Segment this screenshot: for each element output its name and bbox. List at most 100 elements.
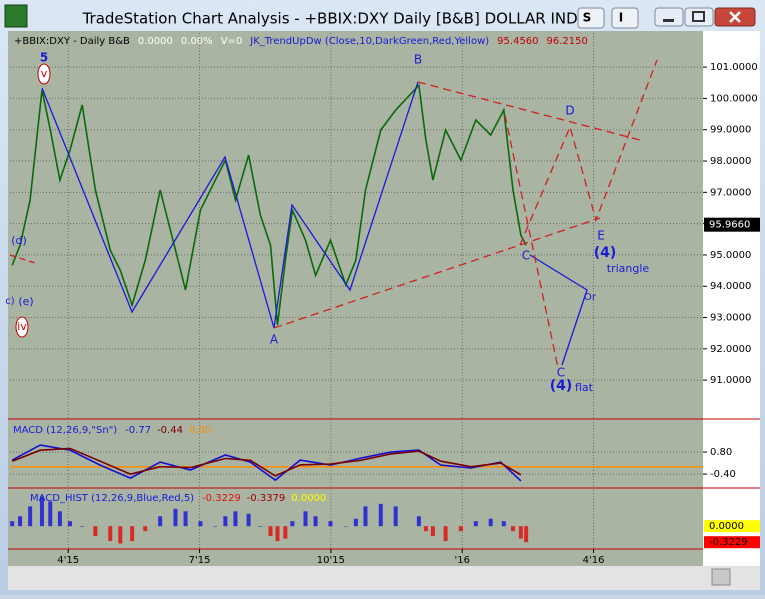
wave-projection: [519, 59, 658, 246]
hist-bar: [303, 511, 308, 527]
readout: 0.00: [189, 425, 211, 436]
wave-label: (e): [18, 295, 33, 308]
x-tick-label: '16: [454, 555, 469, 566]
hist-bar: [363, 506, 368, 527]
y-tick-label: 95.0000: [710, 250, 751, 261]
pane-title: MACD_HIST (12,26,9,Blue,Red,5): [30, 493, 194, 504]
hist-bar: [39, 496, 44, 527]
wave-label: flat: [575, 381, 594, 394]
hist-bar: [158, 516, 163, 527]
maximize-button[interactable]: [684, 7, 714, 27]
y-tick-label: 0.80: [710, 447, 732, 458]
y-tick-label: 100.0000: [710, 93, 758, 104]
hist-bar: [343, 526, 348, 527]
hist-bar: [313, 516, 318, 527]
hist-bar: [10, 521, 15, 527]
app-icon: [4, 4, 28, 28]
wave-oval: [15, 316, 29, 338]
y-tick-label: 99.0000: [710, 125, 751, 136]
hist-bar: [183, 511, 188, 527]
data-line: [11, 447, 522, 477]
hist-bar: [233, 511, 238, 527]
readout: -0.3229: [202, 493, 241, 504]
button-label: S: [583, 11, 592, 25]
wave-label: (d): [11, 234, 27, 247]
minimize-icon: [663, 19, 674, 22]
wave-label: E: [597, 229, 605, 243]
hist-bar: [423, 526, 428, 532]
scroll-thumb[interactable]: [711, 568, 731, 586]
wave-label: (4): [594, 245, 617, 261]
last-price-box: [704, 217, 760, 232]
price-axis-area: [703, 31, 760, 566]
hist-bar: [416, 516, 421, 527]
y-tick-label: 101.0000: [710, 62, 758, 73]
hist-bar: [290, 521, 295, 527]
hist-bar: [48, 501, 53, 527]
data-line: [11, 83, 527, 326]
hist-bar: [524, 526, 529, 543]
wave-label: 5: [40, 51, 48, 65]
y-tick-label: 93.0000: [710, 313, 751, 324]
y-tick-label: 98.0000: [710, 156, 751, 167]
symbol-button[interactable]: [577, 7, 605, 29]
wave-drawings: [9, 59, 658, 369]
hist-bar: [353, 518, 358, 527]
hist-bar: [283, 526, 288, 539]
hist-bar: [118, 526, 123, 544]
x-tick-label: 7'15: [189, 555, 211, 566]
button-label: I: [619, 11, 623, 25]
hist-bar: [488, 518, 493, 527]
marker-box: [704, 520, 760, 533]
hist-bar: [80, 526, 85, 527]
hist-bar: [393, 506, 398, 527]
y-tick-label: -0.40: [710, 469, 736, 480]
marker-label: 0.0000: [709, 521, 744, 532]
hist-bar: [458, 526, 463, 532]
hist-bar: [67, 521, 72, 527]
info-text: +BBIX:DXY - Daily B&B: [14, 36, 130, 47]
hist-bar: [501, 521, 506, 527]
window-title: TradeStation Chart Analysis - +BBIX:DXY …: [82, 10, 598, 28]
hist-bar: [518, 526, 523, 539]
scrollbar[interactable]: [8, 566, 760, 590]
info-text: V=0: [221, 36, 243, 47]
hist-bar: [258, 526, 263, 527]
hist-bar: [378, 503, 383, 527]
wave-label: A: [270, 333, 279, 347]
wave-label: B: [414, 53, 422, 67]
wave-line: [529, 254, 588, 366]
y-tick-label: 91.0000: [710, 375, 751, 386]
info-text: 0.0000: [138, 36, 173, 47]
data-line: [11, 444, 522, 482]
hist-bar: [275, 526, 280, 542]
x-tick-label: 4'16: [583, 555, 605, 566]
plot-area: [8, 31, 703, 566]
hist-bar: [268, 526, 273, 537]
hist-bar: [130, 526, 135, 542]
wave-label: C: [557, 366, 565, 380]
hist-bar: [443, 526, 448, 542]
hist-bar: [473, 521, 478, 527]
info-text: 0.00%: [181, 36, 213, 47]
indicator-button[interactable]: [611, 7, 639, 29]
x-tick-label: 10'15: [317, 555, 345, 566]
hist-bar: [28, 506, 33, 527]
hist-bar: [93, 526, 98, 537]
hist-bar: [511, 526, 516, 532]
wave-label: (4): [550, 378, 573, 394]
readout: -0.44: [157, 425, 183, 436]
pane-title: MACD (12,26,9,"Sn"): [13, 425, 117, 436]
info-text: JK_TrendUpDw (Close,10,DarkGreen,Red,Yel…: [249, 36, 489, 47]
wave-projection: [504, 114, 559, 369]
hist-bar: [18, 516, 23, 527]
minimize-button[interactable]: [654, 7, 684, 27]
marker-box: [704, 536, 760, 549]
hist-bar: [223, 516, 228, 527]
wave-label: v: [41, 67, 48, 80]
y-tick-label: 92.0000: [710, 344, 751, 355]
hist-bar: [430, 526, 435, 537]
wave-label: D: [565, 104, 574, 118]
readout: 0.0000: [291, 493, 326, 504]
